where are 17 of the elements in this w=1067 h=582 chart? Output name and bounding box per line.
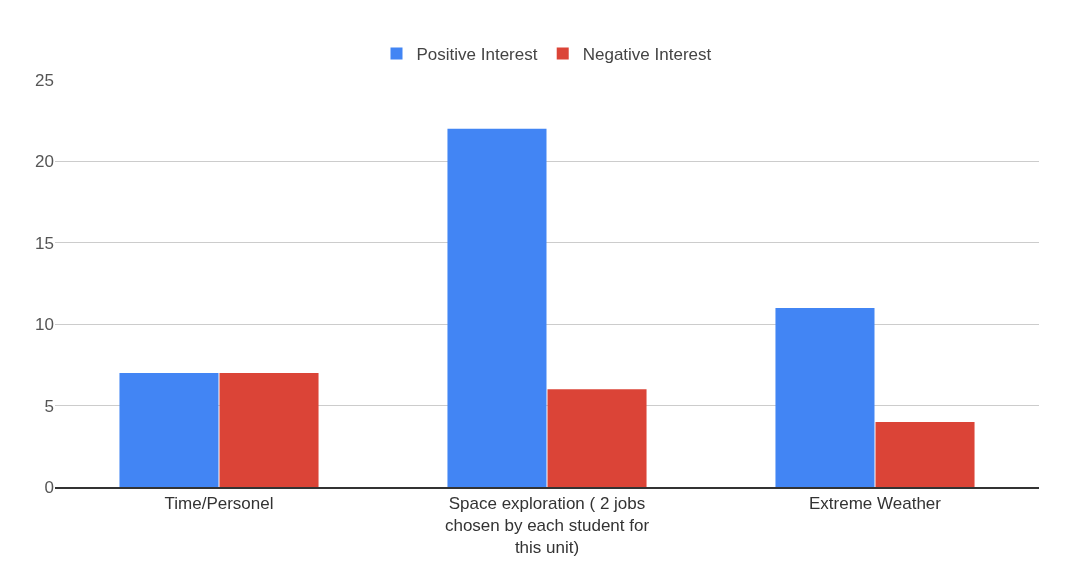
y-tick-label: 15: [35, 233, 54, 253]
legend-label: Positive Interest: [416, 45, 538, 65]
bar: [547, 389, 647, 487]
bar: [875, 421, 975, 487]
y-tick-label: 0: [44, 477, 54, 497]
bar: [219, 373, 319, 487]
y-tick-label: 20: [35, 152, 54, 172]
y-tick-label: 25: [35, 70, 54, 90]
bar: [775, 307, 875, 487]
x-tick-label: Extreme Weather: [809, 494, 942, 514]
x-tick-label: Space exploration ( 2 jobs chosen by each student for this unit): [444, 494, 650, 558]
bar: [447, 128, 547, 487]
y-tick-label: 10: [35, 315, 54, 335]
legend-label: Negative Interest: [582, 45, 712, 65]
bar: [119, 373, 219, 487]
x-tick-label: Time/Personel: [164, 494, 274, 514]
y-tick-label: 5: [44, 396, 54, 416]
